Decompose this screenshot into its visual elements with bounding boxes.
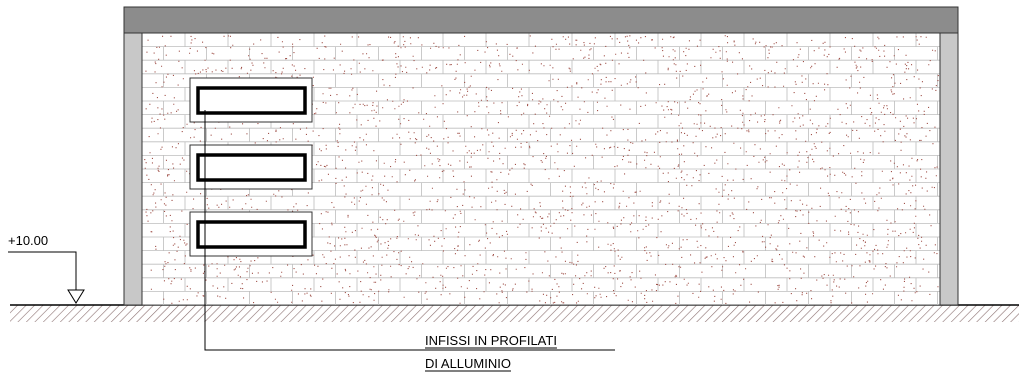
window-frame [190,78,312,122]
window-frame [190,212,312,256]
roof-slab [124,7,958,33]
window-frame [190,145,312,189]
note-line: DI ALLUMINIO [425,356,511,371]
windows [190,78,312,256]
level-triangle [68,290,84,303]
note-line: INFISSI IN PROFILATI [425,333,557,348]
pillar-right [940,33,958,305]
elevation-drawing: INFISSI IN PROFILATI DI ALLUMINIO +10.00 [0,0,1019,379]
level-label: +10.00 [8,233,48,248]
level-leader [8,252,76,290]
pillar-left [124,33,142,305]
ground-hatch [10,305,1019,322]
